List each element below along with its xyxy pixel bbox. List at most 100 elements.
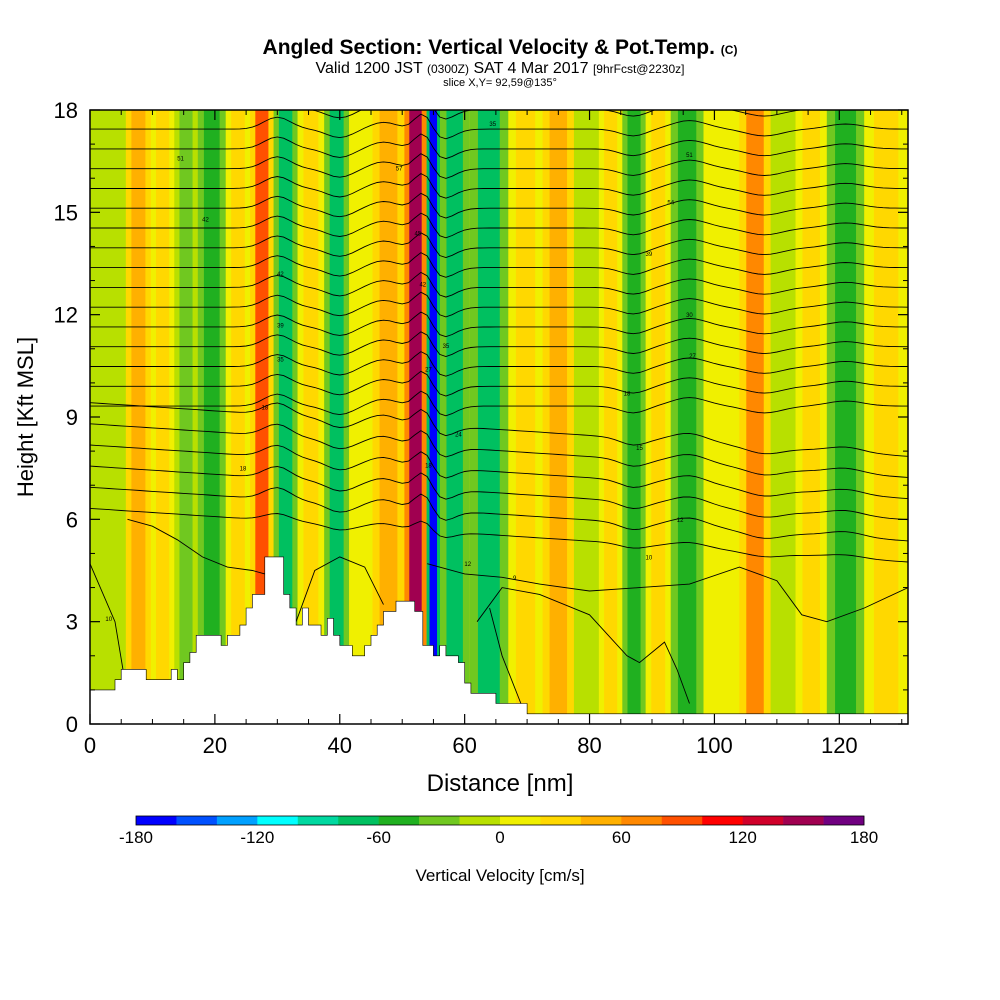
isentrope-line: [90, 465, 908, 521]
isentrope-label: 51: [686, 153, 693, 159]
isentrope-line: [310, 110, 805, 120]
velocity-core: [379, 110, 398, 724]
chart-subtitle: Valid 1200 JST (0300Z) SAT 4 Mar 2017 [9…: [0, 60, 1000, 78]
y-tick-label: 9: [66, 405, 78, 430]
isentrope-label: 18: [261, 405, 268, 411]
isentrope-label: 10: [646, 555, 653, 561]
isentrope-label: 54: [667, 201, 674, 207]
x-tick-label: 60: [452, 733, 476, 758]
velocity-core: [677, 110, 697, 724]
velocity-core: [746, 110, 764, 724]
isentrope-line: [90, 192, 908, 219]
isentrope-line: [90, 153, 908, 179]
y-tick-label: 12: [54, 303, 78, 328]
isentrope-line: [90, 252, 908, 278]
isentrope-line: [127, 518, 265, 575]
velocity-core: [515, 110, 536, 724]
axes: 0 20 40 60 80 100 120 0 3 6 9 12 15 18: [54, 98, 908, 758]
colorbar-frame: [135, 815, 865, 826]
y-tick-label: 3: [66, 610, 78, 635]
velocity-core: [156, 110, 170, 724]
isentrope-line: [476, 587, 690, 704]
velocity-core: [354, 110, 368, 724]
x-axis-label: Distance [nm]: [427, 770, 574, 797]
colorbar-swatch: [378, 816, 420, 825]
isentrope-line: [90, 507, 908, 563]
isentrope-label: 39: [646, 252, 653, 258]
isentrope-label: 57: [396, 166, 403, 172]
valid-utc: (0300Z): [426, 62, 469, 76]
colorbar-swatch: [823, 816, 865, 825]
colorbar-swatch: [661, 816, 703, 825]
colorbar-swatch: [783, 816, 824, 825]
isentrope-line: [90, 311, 908, 338]
y-tick-label: 6: [66, 507, 78, 532]
isentrope-label: 35: [443, 344, 450, 350]
colorbar-tick-label: -120: [240, 828, 274, 847]
isentrope-line: [90, 271, 908, 298]
colorbar-label: Vertical Velocity [cm/s]: [415, 866, 584, 885]
colorbar-swatch: [257, 816, 299, 825]
isentrope-label: 18: [240, 467, 247, 473]
velocity-core: [835, 110, 857, 724]
valid-date: SAT 4 Mar 2017: [473, 60, 589, 77]
colorbar-swatch: [540, 816, 582, 825]
velocity-core: [429, 110, 438, 724]
velocity-core: [802, 110, 820, 724]
isentrope-label: 12: [677, 518, 684, 524]
slice-info: slice X,Y= 92,59@135°: [443, 77, 557, 89]
colorbar-tick-label: 60: [612, 828, 631, 847]
isentrope-label: 42: [419, 282, 426, 288]
isentrope-line: [90, 351, 908, 377]
isentrope-line: [90, 444, 908, 500]
x-tick-label: 100: [696, 733, 733, 758]
isentrope-line: [90, 212, 908, 239]
colorbar-tick-label: 180: [850, 828, 878, 847]
isentrope-label: 39: [277, 323, 284, 329]
colorbar-swatch: [136, 816, 177, 825]
isentropes: [90, 110, 908, 704]
colorbar-swatch: [500, 816, 541, 825]
x-tick-label: 20: [203, 733, 227, 758]
isentrope-label: 35: [489, 122, 496, 128]
isentrope-line: [90, 423, 908, 478]
chart-title: Angled Section: Vertical Velocity & Pot.…: [0, 36, 1000, 60]
isentrope-line: [90, 113, 908, 140]
valid-prefix: Valid 1200 JST: [315, 60, 423, 77]
colorbar-swatch: [338, 816, 379, 825]
velocity-core: [231, 110, 245, 724]
colorbar: -180 -120 -60 0 60 120 180: [119, 815, 878, 847]
isentrope-line: [90, 390, 908, 417]
colorbar-tick-label: -180: [119, 828, 153, 847]
colorbar-swatch: [459, 816, 501, 825]
forecast-tag: [9hrFcst@2230z]: [592, 62, 685, 76]
x-tick-label: 120: [821, 733, 858, 758]
isentrope-label: 42: [277, 272, 284, 278]
title-units: (C): [720, 43, 738, 57]
velocity-core: [604, 110, 618, 724]
y-tick-label: 0: [66, 712, 78, 737]
chart-title-text: Angled Section: Vertical Velocity & Pot.…: [262, 36, 715, 59]
velocity-core: [873, 110, 899, 724]
velocity-core: [627, 110, 641, 724]
colorbar-tick-label: -60: [366, 828, 391, 847]
isentrope-labels: 10 51 42 18 18 35 39 42 57 45 42 27 18 35 24 12 35 9 18 15 3…: [105, 122, 696, 623]
isentrope-line: [489, 607, 522, 704]
colorbar-swatch: [621, 816, 663, 825]
colorbar-swatch: [742, 816, 784, 825]
colorbar-swatch: [702, 816, 743, 825]
isentrope-label: 35: [277, 358, 284, 364]
isentrope-label: 9: [513, 576, 517, 582]
isentrope-line: [90, 291, 908, 318]
isentrope-label: 27: [425, 368, 432, 374]
isentrope-line: [90, 402, 908, 457]
colorbar-swatch: [580, 816, 622, 825]
colorbar-swatch: [216, 816, 258, 825]
isentrope-label: 18: [425, 463, 432, 469]
velocity-field: [90, 110, 908, 724]
colorbar-swatch: [297, 816, 339, 825]
isentrope-label: 15: [636, 446, 643, 452]
isentrope-line: [90, 370, 908, 397]
y-tick-label: 18: [54, 98, 78, 123]
